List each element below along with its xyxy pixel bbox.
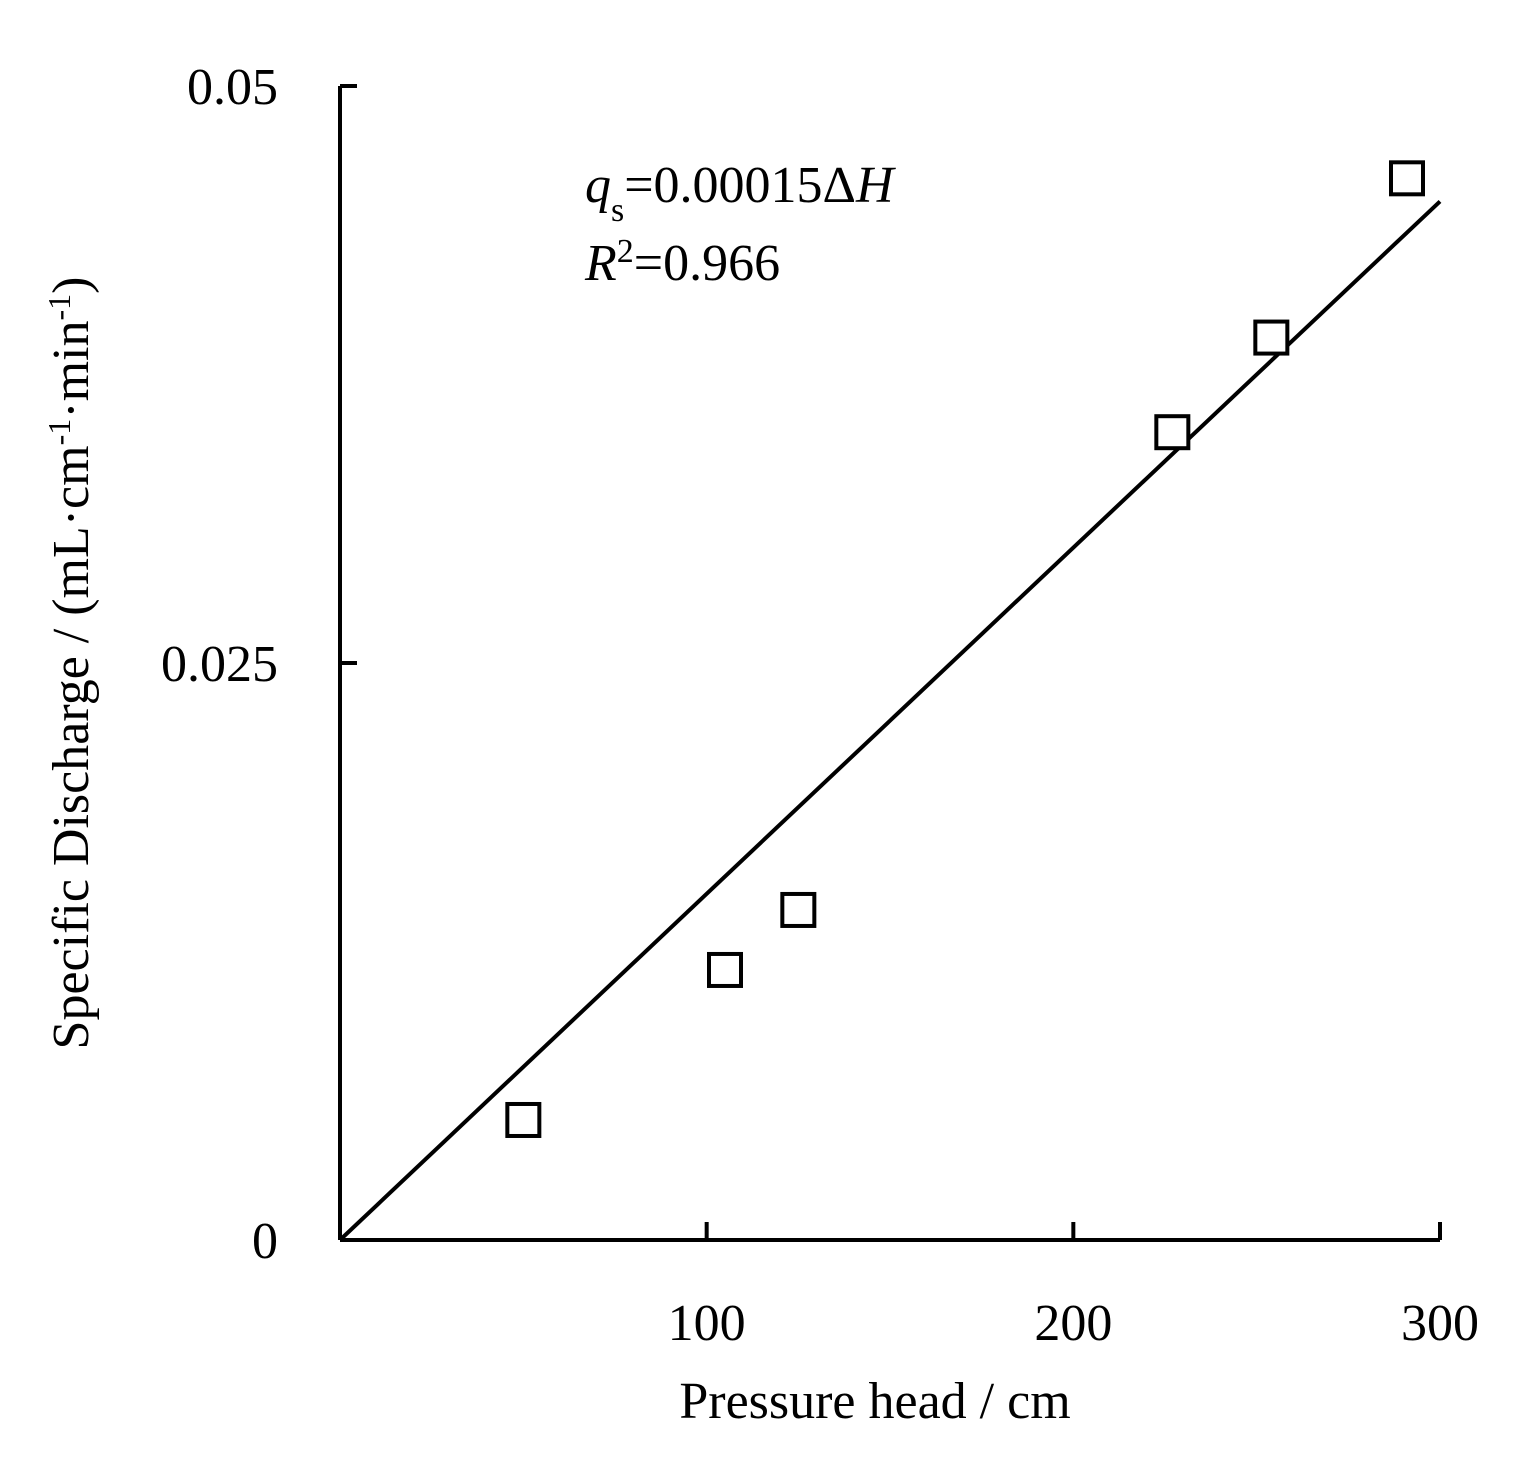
equation: qs=0.00015ΔH (585, 157, 896, 229)
label-part: -1 (41, 419, 77, 446)
x-tick-label: 200 (1034, 1295, 1112, 1352)
data-point (780, 891, 817, 928)
label-part: =0.00015Δ (624, 157, 856, 214)
label-part: 2 (617, 233, 634, 270)
label-part: R (584, 235, 617, 292)
data-point (1389, 160, 1425, 197)
data-point (1154, 414, 1191, 451)
x-tick-label: 300 (1401, 1295, 1479, 1352)
label-part: =0.966 (634, 235, 780, 292)
data-point (505, 1101, 542, 1138)
label-part: H (855, 157, 896, 214)
label-part: -1 (41, 294, 77, 321)
r-squared: R2=0.966 (584, 233, 780, 293)
y-tick-label: 0.025 (161, 636, 278, 693)
x-axis-label: Pressure head / cm (679, 1373, 1070, 1430)
label-part: ) (43, 277, 100, 294)
label-part: s (611, 192, 624, 229)
y-tick-label: 0.05 (187, 59, 278, 116)
fit-line (338, 199, 1442, 1242)
y-axis-label: Specific Discharge / (mL·cm-1·min-1) (41, 277, 100, 1050)
label-part: Specific Discharge / (mL·cm (43, 445, 100, 1049)
y-tick-label: 0 (252, 1213, 278, 1270)
data-point (1253, 319, 1290, 356)
x-tick-label: 100 (668, 1295, 746, 1352)
data-point (707, 951, 743, 988)
label-part: ·min (43, 321, 100, 419)
label-part: q (585, 157, 611, 214)
